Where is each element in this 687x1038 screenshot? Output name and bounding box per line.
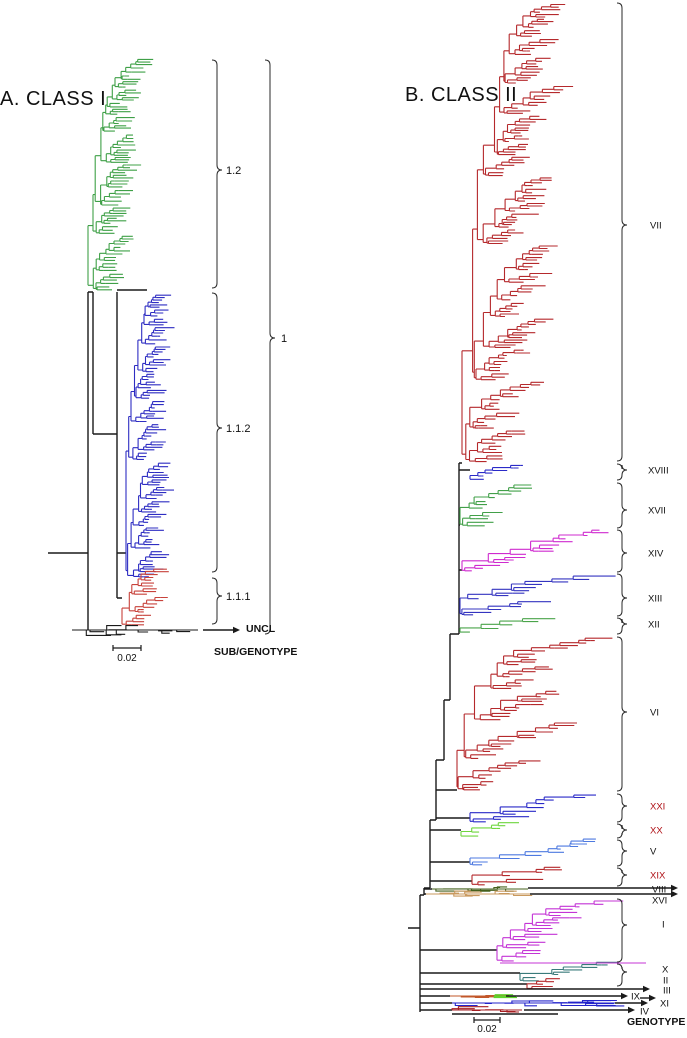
clade-label-B-XVIII: XVIII — [648, 465, 669, 476]
brace-B-I — [616, 898, 628, 963]
clade-B-XIV — [461, 529, 609, 572]
clade-B-XIX — [471, 866, 562, 886]
panel-b-scalebar-label: 0.02 — [477, 1024, 497, 1035]
clade-B-XVI — [426, 890, 533, 897]
panel-b-title: B. CLASS II — [405, 84, 518, 106]
panel-b-axis-label: GENOTYPE — [627, 1016, 686, 1028]
brace-A-1.1.2 — [211, 292, 223, 573]
brace-B-XIX — [616, 867, 628, 887]
genotype-label-XI: XI — [660, 998, 669, 1009]
brace-B-XII — [616, 617, 628, 635]
arrow-B-5-head — [641, 999, 648, 1007]
brace-A-1 — [264, 59, 276, 635]
panel-A-backbone — [48, 289, 147, 630]
panel-a-axis-label: SUB/GENOTYPE — [214, 646, 298, 658]
brace-B-XX — [616, 823, 628, 839]
brace-B-XVIII — [616, 463, 628, 481]
scale-bar-A — [112, 645, 142, 651]
clade-label-B-XVII: XVII — [648, 505, 666, 516]
clade-B-XII — [459, 618, 556, 633]
clade-B-XIII — [459, 575, 616, 616]
uncl-label: UNCL — [246, 623, 276, 635]
genotype-label-VIII: VIII — [652, 884, 666, 895]
clade-B-VI — [456, 637, 613, 791]
clade-B-II — [526, 978, 560, 990]
clade-B-XX — [460, 822, 519, 837]
brace-B-VII — [616, 2, 628, 462]
genotype-label-XVI: XVI — [652, 895, 667, 906]
arrow-B-3-head — [621, 992, 628, 1000]
genotype-label-II: II — [663, 975, 668, 986]
brace-B-XVII — [616, 482, 628, 529]
clade-label-B-XIX: XIX — [650, 870, 666, 881]
brace-A-1.2 — [211, 59, 223, 289]
clade-label-B-XXI: XXI — [650, 801, 665, 812]
clade-B-V — [469, 838, 596, 866]
clade-label-A-1.1.2: 1.1.2 — [226, 423, 250, 435]
brace-B-XXI — [616, 793, 628, 823]
brace-B-X — [616, 963, 628, 987]
clade-label-B-VI: VI — [650, 707, 659, 718]
panel-B-backbone — [408, 462, 558, 1015]
panel-a-title: A. CLASS I — [0, 88, 107, 110]
clade-label-A-1: 1 — [281, 333, 287, 345]
clade-B-XVII — [459, 484, 532, 527]
clade-label-B-X: X — [662, 964, 669, 975]
clade-B-IX — [493, 994, 517, 999]
brace-B-XIV — [616, 529, 628, 573]
brace-A-1.1.1 — [211, 577, 223, 625]
brace-B-V — [616, 839, 628, 867]
clade-B-XVIII — [469, 464, 523, 480]
arrow-B-2-head — [643, 985, 650, 993]
clade-A-1.2 — [87, 58, 154, 291]
clade-B-I — [496, 900, 624, 962]
arrow-A-0-head — [233, 626, 240, 634]
clade-B-III — [450, 995, 510, 998]
clade-label-B-I: I — [662, 919, 665, 930]
scale-bar-B — [473, 1017, 501, 1023]
genotype-label-III: III — [663, 985, 671, 996]
clade-B-VII — [461, 3, 574, 463]
clade-A-1.1.1 — [121, 568, 169, 626]
genotype-label-IX: IX — [631, 991, 641, 1002]
clade-label-A-1.2: 1.2 — [226, 165, 241, 177]
clade-label-A-1.1.1: 1.1.1 — [226, 591, 250, 603]
panel-a-scalebar-label: 0.02 — [117, 653, 137, 664]
clade-label-B-XII: XII — [648, 619, 660, 630]
clade-label-B-XIII: XIII — [648, 593, 662, 604]
clade-A-UNCL — [72, 625, 198, 636]
brace-B-VI — [616, 636, 628, 792]
clade-B-IV — [451, 1006, 522, 1013]
clade-label-B-XIV: XIV — [648, 548, 664, 559]
clade-B-X — [519, 961, 620, 982]
clade-label-B-XX: XX — [650, 825, 663, 836]
clade-A-1.1.2 — [125, 294, 175, 578]
arrow-B-0-head — [671, 884, 678, 892]
clade-B-XI — [452, 999, 625, 1007]
arrow-B-1-head — [671, 890, 678, 898]
arrow-B-6-head — [628, 1006, 635, 1014]
genotype-label-IV: IV — [640, 1006, 650, 1017]
clade-B-XXI — [469, 794, 596, 823]
brace-B-XIII — [616, 573, 628, 617]
clade-B-VIII — [432, 886, 528, 892]
clade-label-B-V: V — [650, 846, 657, 857]
clade-label-B-VII: VII — [650, 220, 662, 231]
arrow-B-4-head — [649, 994, 656, 1002]
